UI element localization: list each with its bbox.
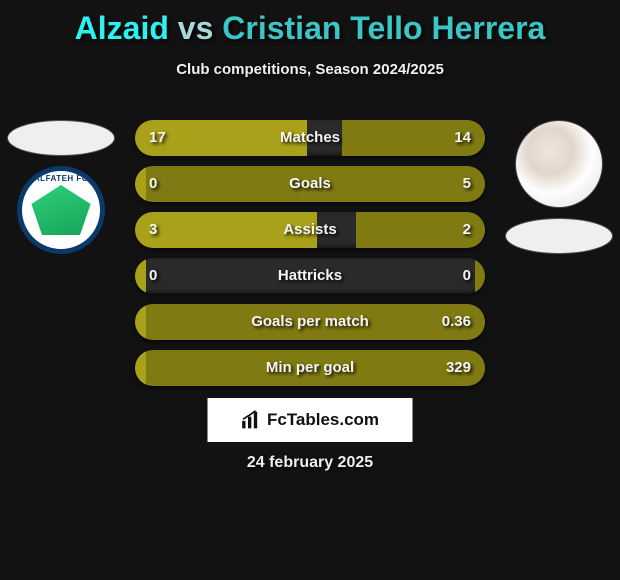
comparison-bars: 17Matches140Goals53Assists20Hattricks0Go…	[135, 120, 485, 396]
player1-column: ALFATEH FC	[6, 120, 116, 264]
brand-text: FcTables.com	[267, 410, 379, 430]
stat-row: 17Matches14	[135, 120, 485, 156]
player1-name: Alzaid	[75, 10, 169, 46]
stat-value-right: 0	[463, 258, 471, 294]
player2-club-placeholder	[505, 218, 613, 254]
player1-avatar-placeholder	[7, 120, 115, 156]
stat-row: Min per goal329	[135, 350, 485, 386]
stat-row: 0Goals5	[135, 166, 485, 202]
player2-avatar	[515, 120, 603, 208]
bar-chart-icon	[241, 410, 261, 430]
stat-value-right: 2	[463, 212, 471, 248]
player1-club-badge: ALFATEH FC	[17, 166, 105, 254]
stat-value-right: 14	[454, 120, 471, 156]
stat-value-right: 0.36	[442, 304, 471, 340]
club-badge-text: ALFATEH FC	[22, 174, 100, 183]
stat-row: 0Hattricks0	[135, 258, 485, 294]
stat-label: Goals	[135, 166, 485, 202]
stat-value-right: 5	[463, 166, 471, 202]
stat-label: Hattricks	[135, 258, 485, 294]
stat-row: Goals per match0.36	[135, 304, 485, 340]
vs-text: vs	[178, 10, 214, 46]
stat-label: Min per goal	[135, 350, 485, 386]
brand-box: FcTables.com	[208, 398, 413, 442]
date-text: 24 february 2025	[0, 454, 620, 472]
stat-label: Goals per match	[135, 304, 485, 340]
player2-name: Cristian Tello Herrera	[222, 10, 545, 46]
comparison-title: Alzaid vs Cristian Tello Herrera	[0, 0, 620, 47]
stat-row: 3Assists2	[135, 212, 485, 248]
subtitle: Club competitions, Season 2024/2025	[0, 61, 620, 78]
stat-value-right: 329	[446, 350, 471, 386]
stat-label: Assists	[135, 212, 485, 248]
player2-column	[504, 120, 614, 264]
stat-label: Matches	[135, 120, 485, 156]
